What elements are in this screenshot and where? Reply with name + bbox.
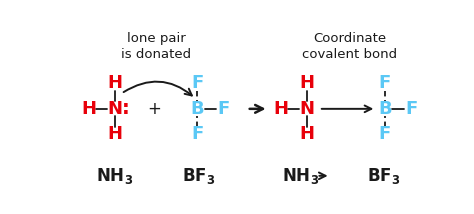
- Text: N: N: [300, 100, 315, 118]
- Text: F: F: [379, 74, 391, 92]
- Text: H: H: [300, 74, 315, 92]
- Text: +: +: [147, 100, 162, 118]
- Text: H: H: [273, 100, 288, 118]
- Text: F: F: [405, 100, 417, 118]
- Text: $\mathregular{NH_3}$: $\mathregular{NH_3}$: [97, 166, 134, 186]
- Text: lone pair
is donated: lone pair is donated: [121, 32, 191, 61]
- Text: B: B: [191, 100, 204, 118]
- Text: H: H: [108, 125, 123, 143]
- Text: F: F: [191, 74, 203, 92]
- Text: B: B: [378, 100, 392, 118]
- Text: :: :: [122, 99, 130, 118]
- Text: F: F: [218, 100, 230, 118]
- Text: F: F: [191, 125, 203, 143]
- Text: Coordinate
covalent bond: Coordinate covalent bond: [302, 32, 397, 61]
- Text: H: H: [300, 125, 315, 143]
- Text: H: H: [81, 100, 96, 118]
- Text: H: H: [108, 74, 123, 92]
- Text: $\mathregular{BF_3}$: $\mathregular{BF_3}$: [366, 166, 400, 186]
- Text: $\mathregular{NH_3}$: $\mathregular{NH_3}$: [283, 166, 319, 186]
- Text: F: F: [379, 125, 391, 143]
- Text: N: N: [108, 100, 123, 118]
- Text: $\mathregular{BF_3}$: $\mathregular{BF_3}$: [182, 166, 215, 186]
